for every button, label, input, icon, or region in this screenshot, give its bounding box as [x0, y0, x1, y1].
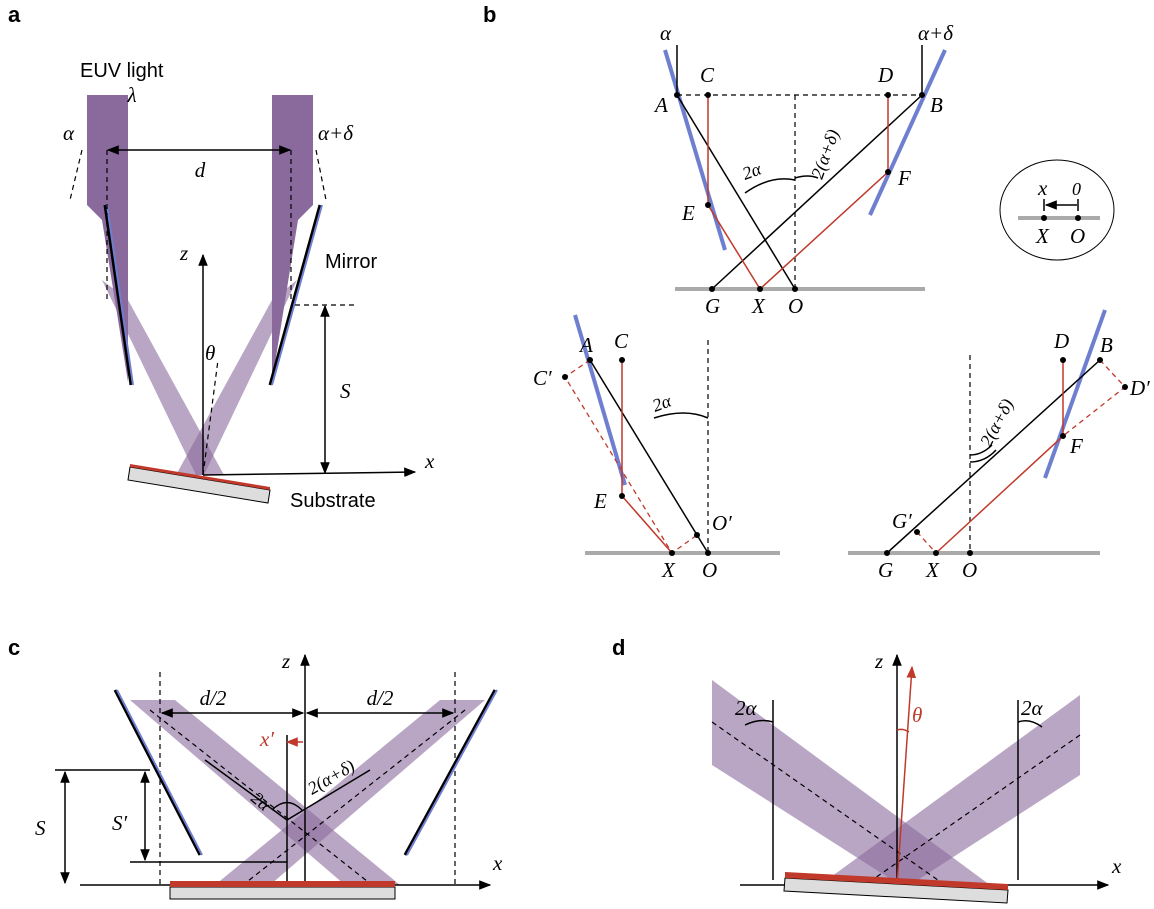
substrate-label: Substrate	[290, 490, 376, 512]
light-label: EUV light	[80, 60, 164, 82]
point-label: X	[925, 558, 940, 582]
distance-label: d/2	[367, 686, 394, 710]
inset-label: X	[1035, 224, 1050, 248]
angle-label: 2α	[1021, 696, 1044, 720]
point-label: O	[788, 294, 803, 318]
panel-label: c	[8, 635, 20, 660]
angle-label: α+δ	[318, 121, 354, 145]
panel-label: d	[612, 635, 625, 660]
point-label: C′	[533, 366, 552, 390]
angle-label: 2(α+δ)	[807, 127, 844, 182]
angle-label: α	[63, 121, 75, 145]
axis-label: x	[492, 851, 503, 875]
figure: a EUV light λ α α+δ d z Mirror θ S x Sub…	[0, 0, 1154, 909]
axis-label: z	[179, 241, 188, 265]
distance-label: d/2	[200, 686, 227, 710]
panel-c: c z d/2 d/2 x′ 2α 2(α+δ) S S′ x	[8, 635, 503, 899]
axis-label: x	[1111, 854, 1122, 878]
angle-label: α	[660, 21, 672, 45]
angle-label: θ	[912, 703, 922, 727]
axis-label: x′	[259, 727, 274, 751]
point-label: G	[705, 294, 720, 318]
angle-label: 2(α+δ)	[976, 395, 1018, 450]
point-label: A	[653, 93, 668, 117]
panel-label: b	[483, 2, 496, 27]
inset-label: 0	[1072, 179, 1081, 199]
point-label: G′	[892, 509, 912, 533]
axis-label: x	[424, 449, 435, 473]
point-label: F	[897, 166, 911, 190]
point-label: O	[962, 558, 977, 582]
panel-d: d z 2α 2α θ x	[612, 635, 1122, 903]
point-label: O	[702, 558, 717, 582]
point-label: X	[751, 294, 766, 318]
point-label: B	[1100, 333, 1113, 357]
panel-b: b α α+δ A B C D E F G X O 2α 2(α+δ) x 0 …	[483, 2, 1150, 582]
angle-label: θ	[205, 341, 215, 365]
point-label: A	[578, 333, 593, 357]
point-label: D′	[1129, 376, 1150, 400]
point-label: E	[593, 489, 607, 513]
point-label: G	[878, 558, 893, 582]
point-label: C	[700, 63, 715, 87]
distance-label: d	[195, 158, 206, 182]
point-label: X	[661, 558, 676, 582]
point-label: D	[1053, 329, 1069, 353]
height-label: S	[35, 816, 46, 840]
angle-label: 2α	[650, 390, 675, 415]
panel-a: a EUV light λ α α+δ d z Mirror θ S x Sub…	[8, 2, 435, 512]
height-label: S′	[112, 811, 128, 835]
angle-label: 2α	[735, 696, 758, 720]
wavelength: λ	[126, 83, 136, 107]
angle-label: α+δ	[918, 21, 954, 45]
axis-label: z	[281, 649, 290, 673]
point-label: O′	[712, 511, 732, 535]
height-label: S	[340, 379, 351, 403]
point-label: E	[681, 201, 695, 225]
point-label: F	[1069, 434, 1083, 458]
panel-label: a	[8, 2, 21, 27]
inset-label: x	[1037, 176, 1048, 200]
mirror-label: Mirror	[325, 251, 378, 273]
point-label: C	[614, 329, 629, 353]
angle-label: 2α	[740, 158, 765, 183]
axis-label: z	[874, 649, 883, 673]
inset-label: O	[1070, 224, 1085, 248]
point-label: B	[930, 93, 943, 117]
point-label: D	[877, 63, 893, 87]
